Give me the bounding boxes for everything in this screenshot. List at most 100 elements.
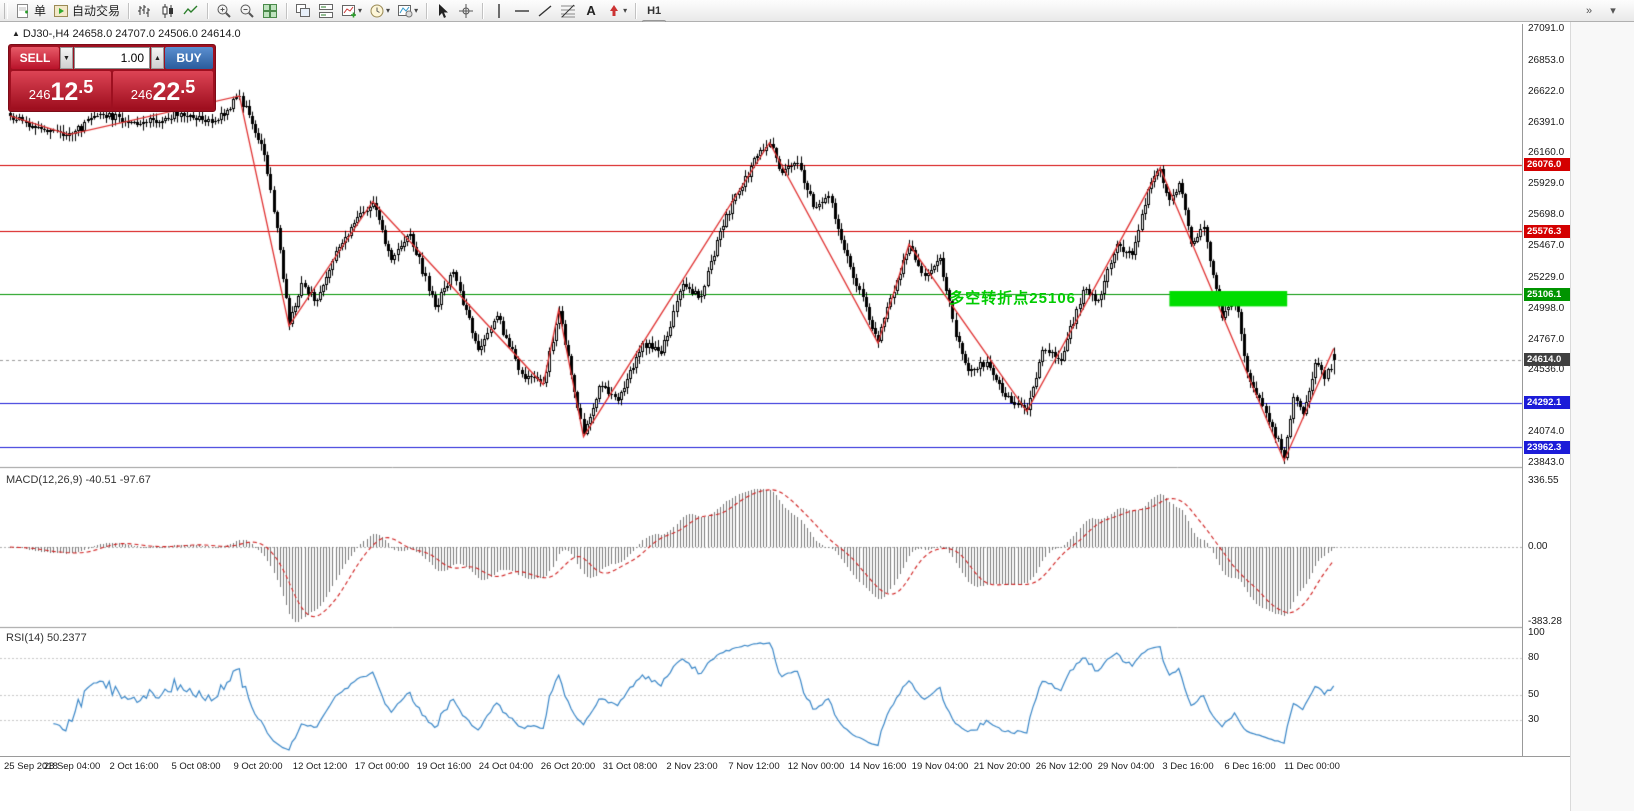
time-axis-label: 26 Oct 20:00	[540, 761, 596, 772]
new-chart-button[interactable]: ▾	[338, 1, 365, 21]
price-level-tag: 25576.3	[1524, 224, 1570, 238]
toolbar-options-chevron-icon[interactable]: ▾	[1610, 5, 1616, 17]
line-chart-button[interactable]	[180, 1, 202, 21]
toolbar-gripper[interactable]	[4, 2, 8, 19]
buy-button[interactable]: BUY	[165, 47, 213, 69]
buy-price-value: 22	[152, 78, 181, 106]
buy-price-button[interactable]: 246 22.5	[113, 71, 213, 109]
candles-chart-button[interactable]	[157, 1, 179, 21]
fibonacci-button[interactable]	[557, 1, 579, 21]
price-axis-tick: 26391.0	[1528, 116, 1565, 128]
rsi-axis-tick: 30	[1528, 713, 1540, 725]
symbol-arrow-icon: ▲	[12, 29, 20, 38]
autotrading-icon	[54, 4, 69, 17]
time-axis-label: 14 Nov 16:00	[849, 761, 907, 772]
new-order-label: 单	[34, 4, 47, 18]
trendline-icon	[538, 4, 552, 17]
ohlc-text: DJ30-,H4 24658.0 24707.0 24506.0 24614.0	[22, 28, 241, 40]
time-axis-label: 19 Nov 04:00	[911, 761, 969, 772]
time-axis-label: 2 Oct 16:00	[109, 761, 159, 772]
tile-windows-button[interactable]	[259, 1, 281, 21]
price-axis-tick: 24998.0	[1528, 302, 1565, 314]
price-axis-tick: 25467.0	[1528, 240, 1565, 251]
sell-price-value: 246	[28, 87, 51, 102]
rsi-axis-tick: 80	[1528, 651, 1540, 663]
chart-ohlc-header: ▲ DJ30-,H4 24658.0 24707.0 24506.0 24614.…	[12, 28, 241, 40]
main-toolbar: 单 自动交易	[0, 0, 1634, 89]
timeframe-button-h1[interactable]: H1	[647, 4, 662, 17]
line-chart-icon	[183, 5, 198, 14]
macd-indicator-label: MACD(12,26,9) -40.51 -97.67	[6, 474, 151, 486]
price-axis-tick: 26160.0	[1528, 147, 1565, 159]
tile-windows-icon	[263, 3, 278, 18]
time-axis-label: 7 Nov 12:00	[728, 761, 780, 772]
templates-button[interactable]: ▾	[394, 1, 421, 21]
chevron-down-icon: ▾	[623, 5, 628, 15]
toolbar-separator	[482, 2, 484, 19]
trade-panel-top-row: SELL ▼ ▲ BUY	[11, 47, 213, 69]
time-axis-label: 28 Sep 04:00	[43, 761, 101, 772]
crosshair-button[interactable]	[455, 1, 477, 21]
volume-decrease-button[interactable]: ▼	[60, 47, 73, 69]
overflow-chevron-icon[interactable]: »	[1585, 4, 1593, 17]
toolbar-separator	[426, 2, 428, 19]
time-axis-label: 2 Nov 23:00	[666, 761, 718, 772]
price-axis-tick: 24767.0	[1528, 333, 1565, 345]
horizontal-line-button[interactable]	[511, 1, 533, 21]
price-level-tag: 25106.1	[1524, 287, 1570, 301]
sell-price-value: 12	[50, 78, 79, 106]
trendline-button[interactable]	[534, 1, 556, 21]
cascade-windows-button[interactable]	[292, 1, 314, 21]
macd-axis-tick: -383.28	[1528, 615, 1562, 627]
autotrading-button[interactable]: 自动交易	[50, 1, 123, 21]
rsi-axis-tick: 50	[1528, 689, 1540, 700]
bars-chart-icon	[138, 4, 151, 17]
crosshair-icon	[459, 3, 474, 18]
sell-price-button[interactable]: 246 12.5	[11, 71, 111, 109]
profiles-button[interactable]: ▾	[366, 1, 393, 21]
sell-button[interactable]: SELL	[11, 47, 59, 69]
price-axis-tick: 24536.0	[1528, 364, 1565, 376]
time-axis-label: 9 Oct 20:00	[233, 761, 283, 772]
cascade-windows-icon	[296, 3, 311, 17]
chevron-down-icon: ▾	[358, 5, 363, 15]
zoom-in-button[interactable]	[213, 1, 235, 21]
volume-increase-button[interactable]: ▲	[151, 47, 164, 69]
time-axis-label: 24 Oct 04:00	[478, 761, 534, 772]
zoom-in-icon	[217, 4, 231, 18]
chevron-down-icon: ▾	[414, 5, 419, 15]
time-axis-label: 31 Oct 08:00	[602, 761, 658, 772]
volume-input[interactable]	[74, 47, 150, 69]
fibo-icon	[561, 4, 576, 17]
vertical-line-button[interactable]	[488, 1, 510, 21]
price-scale[interactable]: 27091.0 26853.0 26622.0 26391.0 26160.0 25929…	[1522, 23, 1570, 756]
trade-panel-price-row: 246 12.5 246 22.5	[11, 71, 213, 109]
templates-icon	[398, 4, 413, 17]
toolbar-separator	[635, 2, 637, 19]
new-chart-icon	[342, 4, 357, 17]
cursor-button[interactable]	[432, 1, 454, 21]
time-axis-label: 12 Nov 00:00	[787, 761, 845, 772]
buy-price-value: 246	[130, 87, 153, 102]
arrows-tool-button[interactable]: ▾	[603, 1, 630, 21]
price-axis-tick: 23843.0	[1528, 457, 1565, 468]
arrange-windows-button[interactable]	[315, 1, 337, 21]
price-axis-tick: 27091.0	[1528, 23, 1565, 34]
cursor-icon	[439, 3, 449, 18]
chevron-down-icon: ▾	[386, 5, 391, 15]
chart-annotation-text: 多空转折点25106	[949, 290, 1077, 308]
time-scale[interactable]: 25 Sep 2018 28 Sep 04:00 2 Oct 16:00 5 Oct …	[0, 756, 1570, 811]
text-tool-button[interactable]: A	[580, 1, 602, 21]
price-chart-canvas[interactable]	[0, 24, 1570, 775]
autotrading-label: 自动交易	[72, 4, 121, 18]
time-axis-label: 3 Dec 16:00	[1162, 761, 1214, 772]
zoom-out-button[interactable]	[236, 1, 258, 21]
chart-window: ▲ DJ30-,H4 24658.0 24707.0 24506.0 24614.…	[0, 22, 1634, 811]
new-order-button[interactable]: 单	[12, 1, 49, 21]
right-gutter	[1570, 22, 1634, 811]
bars-chart-button[interactable]	[134, 1, 156, 21]
vline-icon	[498, 3, 500, 18]
rsi-indicator-label: RSI(14) 50.2377	[6, 632, 87, 644]
rsi-axis-tick: 100	[1528, 627, 1545, 638]
